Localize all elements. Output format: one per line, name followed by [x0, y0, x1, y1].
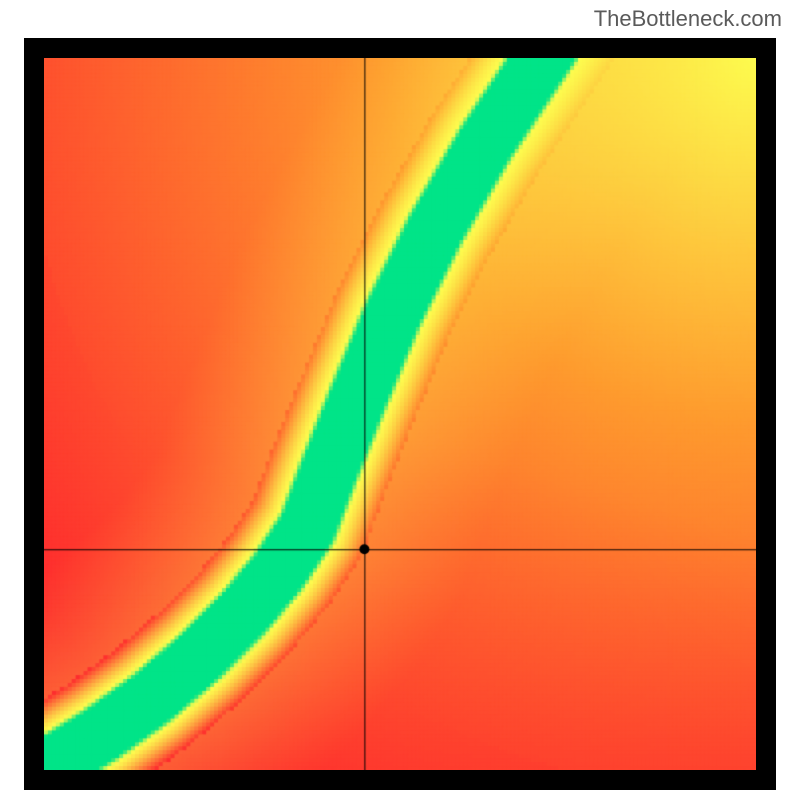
heatmap-canvas: [44, 58, 756, 770]
watermark-text: TheBottleneck.com: [594, 6, 782, 32]
plot-frame: [24, 38, 776, 790]
